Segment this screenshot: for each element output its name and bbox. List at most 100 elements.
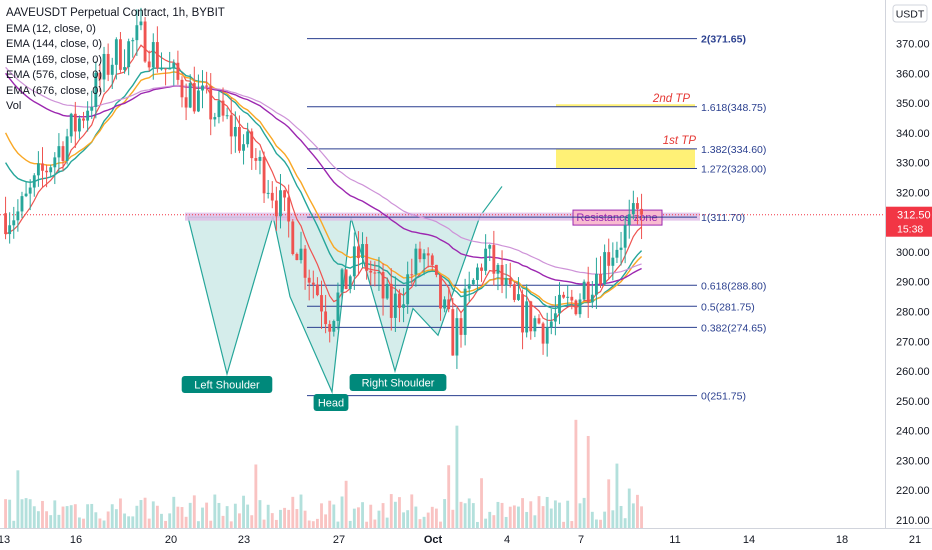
time-tick-label: 20 (165, 534, 177, 546)
volume-bars (4, 419, 643, 528)
volume-bar (188, 502, 192, 528)
candle-body (492, 245, 496, 274)
candle-up (110, 57, 114, 90)
candle-body (254, 158, 258, 161)
indicator-ema-12[interactable]: EMA (12, close, 0) (6, 22, 96, 35)
candle-body (611, 257, 615, 266)
candle-down (205, 71, 209, 94)
candle-up (402, 287, 405, 323)
indicator-volume[interactable]: Vol (6, 100, 22, 112)
candle-down (250, 128, 254, 170)
indicator-ema-169[interactable]: EMA (169, close, 0) (6, 53, 102, 66)
time-tick-label: 13 (0, 534, 10, 546)
symbol-title[interactable]: AAVEUSDT Perpetual Contract, 1h, BYBIT (6, 7, 225, 19)
candle-body (623, 225, 627, 248)
volume-bar (114, 509, 118, 528)
candle-down (636, 197, 639, 225)
candle-up (196, 74, 200, 113)
volume-bar (250, 515, 254, 528)
volume-bar (172, 496, 176, 528)
indicator-ema-144[interactable]: EMA (144, close, 0) (6, 38, 102, 50)
candle-down (599, 256, 602, 288)
volume-bar (467, 498, 471, 528)
candle-body (205, 85, 209, 87)
volume-bar (529, 501, 533, 528)
candle-down (61, 141, 65, 172)
candle-up (24, 181, 28, 198)
candle-body (229, 115, 233, 137)
candle-body (451, 309, 455, 356)
volume-bar (361, 502, 364, 528)
candle-body (45, 170, 49, 173)
candle-up (90, 90, 94, 119)
candle-down (270, 181, 274, 209)
volume-bar (262, 519, 266, 528)
time-axis: 13 16 20 23 27 Oct 4 7 11 14 18 21 (0, 528, 932, 546)
volume-bar (16, 470, 20, 528)
candle-body (439, 274, 442, 309)
volume-bar (389, 494, 393, 528)
volume-bar (636, 494, 639, 528)
candle-body (590, 294, 594, 303)
candle-body (463, 288, 467, 335)
volume-bar (45, 511, 49, 528)
head-label-text: Head (318, 398, 344, 410)
candle-up (201, 70, 204, 109)
candle-body (73, 113, 77, 132)
candle-down (410, 258, 414, 285)
volume-bar (549, 508, 553, 528)
candle-up (49, 164, 53, 178)
tp2-zone (556, 104, 695, 107)
candle-body (373, 272, 377, 274)
volume-bar (266, 504, 270, 528)
volume-bar (135, 505, 139, 528)
candle-body (324, 311, 328, 325)
candle-up (611, 242, 615, 281)
volume-bar (24, 498, 28, 528)
candle-up (623, 216, 627, 264)
candle-up (496, 263, 500, 291)
indicator-ema-576[interactable]: EMA (576, close, 0) (6, 69, 102, 81)
candle-down (45, 164, 49, 188)
candle-up (135, 9, 139, 56)
volume-bar (369, 504, 373, 528)
candle-up (151, 33, 155, 80)
indicator-ema-676[interactable]: EMA (676, close, 0) (6, 84, 102, 97)
candle-body (295, 254, 299, 261)
volume-bar (558, 502, 561, 528)
volume-bar (398, 497, 401, 528)
fib-level-label: 0(251.75) (701, 391, 746, 403)
candle-body (389, 283, 393, 318)
candle-up (131, 37, 135, 58)
candle-body (299, 248, 303, 261)
candle-body (283, 190, 287, 198)
candle-body (426, 253, 430, 256)
volume-bar (336, 521, 340, 528)
candle-body (328, 324, 332, 332)
fib-level-label: 1(311.70) (701, 212, 745, 224)
candle-down (291, 219, 295, 256)
candle-body (369, 270, 373, 273)
volume-bar (553, 500, 557, 528)
volume-bar (151, 501, 155, 528)
candle-body (385, 283, 389, 299)
candle-up (225, 107, 229, 120)
volume-bar (279, 509, 282, 528)
candle-body (418, 248, 422, 260)
volume-bar (443, 499, 447, 528)
candle-body (320, 295, 323, 312)
volume-bar (615, 463, 619, 528)
volume-bar (525, 511, 529, 528)
volume-bar (205, 502, 209, 528)
candle-body (168, 68, 172, 70)
candle-body (94, 72, 98, 107)
candle-body (41, 163, 44, 171)
candle-down (365, 236, 369, 280)
candle-down (119, 31, 122, 73)
candle-up (32, 173, 36, 197)
currency-badge: USDT (892, 4, 928, 23)
ema-line (5, 66, 643, 310)
fib-level-label: 0.5(281.75) (701, 301, 755, 313)
candle-body (377, 271, 381, 274)
